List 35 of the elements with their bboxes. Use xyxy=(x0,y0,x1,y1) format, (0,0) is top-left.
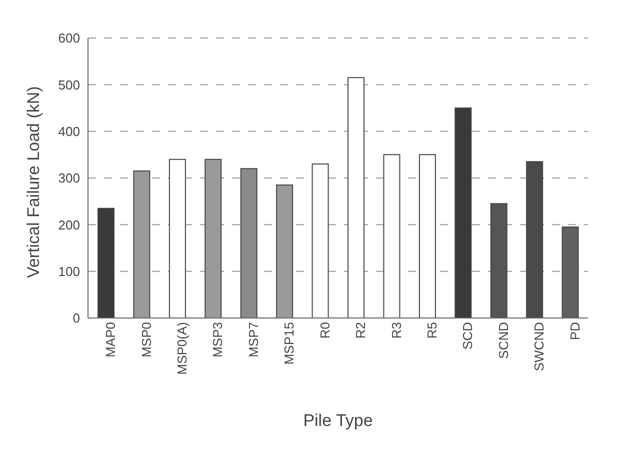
x-tick-label: MSP3 xyxy=(210,322,226,358)
bar xyxy=(168,158,186,318)
bar xyxy=(133,170,150,318)
x-tick-label: R0 xyxy=(317,322,332,339)
y-tick-label: 100 xyxy=(58,264,80,279)
x-axis-title: Pile Type xyxy=(303,411,373,430)
x-tick-label: R2 xyxy=(353,322,368,339)
bar xyxy=(98,208,114,318)
x-tick-label: MSP0(A) xyxy=(174,322,190,375)
x-tick-label: SCD xyxy=(460,322,476,350)
x-tick-label: PD xyxy=(567,322,582,340)
x-tick-label: MSP0 xyxy=(138,322,154,358)
y-tick-label: 0 xyxy=(72,310,80,326)
x-tick-label: MSP7 xyxy=(246,322,261,358)
bar xyxy=(348,77,364,318)
bar xyxy=(312,164,329,318)
bar xyxy=(454,108,472,318)
x-tick-label: SWCND xyxy=(532,322,547,372)
bar xyxy=(526,161,544,318)
x-tick-label: R5 xyxy=(424,322,440,339)
y-tick-label: 600 xyxy=(58,30,80,46)
x-tick-label: SCND xyxy=(496,322,511,359)
x-tick-label: MSP15 xyxy=(282,322,297,365)
bar xyxy=(276,184,294,318)
y-tick-label: 400 xyxy=(58,124,80,139)
x-tick-label: R3 xyxy=(388,322,404,339)
bar xyxy=(418,154,436,318)
bar xyxy=(240,168,258,318)
y-tick-label: 300 xyxy=(58,170,80,186)
y-tick-label: 500 xyxy=(58,77,80,92)
bar xyxy=(383,154,400,318)
y-tick-label: 200 xyxy=(58,217,80,232)
bar xyxy=(490,203,508,318)
y-axis-title: Vertical Failure Load (kN) xyxy=(24,86,44,278)
x-tick-label: MAP0 xyxy=(103,322,118,358)
